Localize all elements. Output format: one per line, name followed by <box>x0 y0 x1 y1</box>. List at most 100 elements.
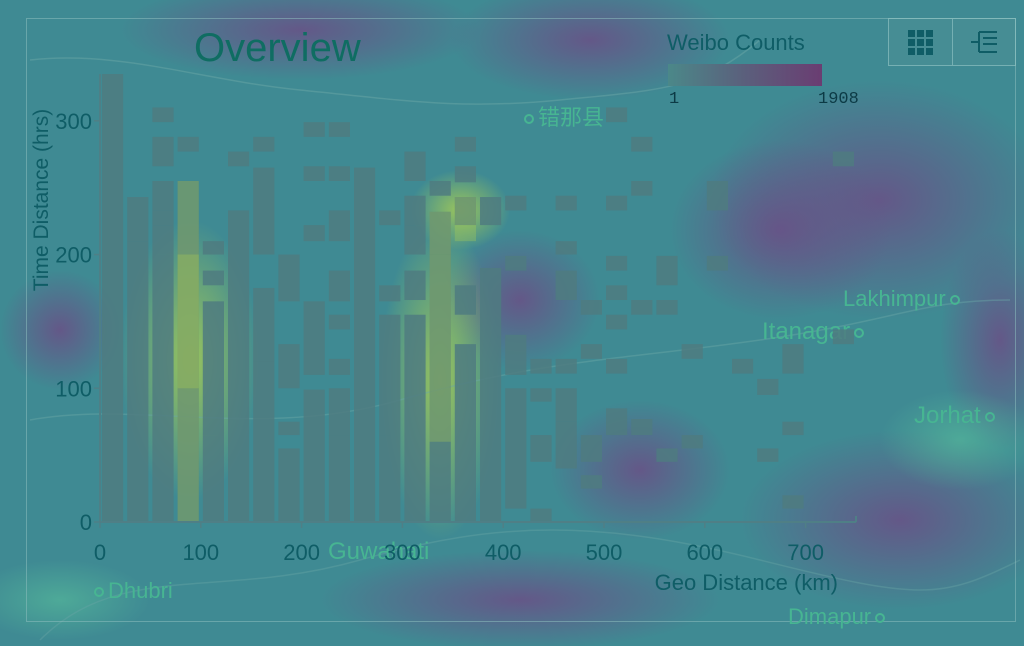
heatmap-cell[interactable] <box>656 255 678 286</box>
heatmap-cell[interactable] <box>706 255 728 271</box>
tree-view-button[interactable] <box>951 19 1016 65</box>
heatmap-cell[interactable] <box>454 166 476 183</box>
heatmap-cell[interactable] <box>782 421 804 436</box>
heatmap-cell[interactable] <box>152 225 174 255</box>
heatmap-cell[interactable] <box>228 151 250 167</box>
heatmap-cell[interactable] <box>782 495 804 509</box>
heatmap-cell[interactable] <box>303 301 325 375</box>
heatmap-cell[interactable] <box>177 180 199 522</box>
heatmap-cell[interactable] <box>606 285 628 301</box>
heatmap-cell[interactable] <box>454 344 476 522</box>
heatmap-cell[interactable] <box>606 314 628 330</box>
heatmap-cell[interactable] <box>328 388 350 436</box>
heatmap-cell[interactable] <box>656 300 678 315</box>
heatmap-cell[interactable] <box>505 195 527 211</box>
heatmap-cell[interactable] <box>379 210 401 226</box>
heatmap-cell[interactable] <box>631 419 653 436</box>
heatmap-cell[interactable] <box>202 435 224 522</box>
heatmap-cell[interactable] <box>555 195 577 211</box>
heatmap-cell[interactable] <box>152 136 174 167</box>
heatmap-cell[interactable] <box>505 334 527 375</box>
heatmap-cell[interactable] <box>555 241 577 255</box>
heatmap-cell[interactable] <box>177 136 199 152</box>
heatmap-cell[interactable] <box>328 435 350 522</box>
heatmap-cell[interactable] <box>253 167 275 255</box>
heatmap-cell[interactable] <box>303 166 325 181</box>
heatmap-cell[interactable] <box>706 180 728 211</box>
heatmap-cell[interactable] <box>152 107 174 123</box>
heatmap-cell[interactable] <box>202 301 224 436</box>
heatmap-cell[interactable] <box>152 210 174 226</box>
heatmap-cell[interactable] <box>757 448 779 462</box>
heatmap-cell[interactable] <box>505 388 527 509</box>
heatmap-cell[interactable] <box>530 508 552 522</box>
grid-view-button[interactable] <box>889 19 952 65</box>
heatmap-cell[interactable] <box>606 408 628 436</box>
heatmap-cell[interactable] <box>555 358 577 374</box>
heatmap-cell[interactable] <box>681 435 703 449</box>
heatmap-cell[interactable] <box>530 388 552 402</box>
heatmap-cell[interactable] <box>580 475 602 489</box>
heatmap-cell[interactable] <box>782 344 804 374</box>
heatmap-cell[interactable] <box>631 136 653 152</box>
heatmap-cell[interactable] <box>303 122 325 137</box>
heatmap-cell[interactable] <box>127 241 149 522</box>
heatmap-cell[interactable] <box>606 255 628 271</box>
heatmap-cell[interactable] <box>328 166 350 181</box>
heatmap-cell[interactable] <box>404 225 426 255</box>
heatmap-cell[interactable] <box>328 122 350 137</box>
heatmap-cell[interactable] <box>555 421 577 469</box>
heatmap-cell[interactable] <box>303 225 325 242</box>
heatmap-cell[interactable] <box>454 197 476 226</box>
heatmap-cell[interactable] <box>530 358 552 374</box>
heatmap-cell[interactable] <box>454 136 476 152</box>
heatmap-cell[interactable] <box>278 254 300 302</box>
heatmap-cell[interactable] <box>278 344 300 389</box>
heatmap-cell[interactable] <box>555 388 577 422</box>
heatmap-cell[interactable] <box>530 435 552 462</box>
heatmap-cell[interactable] <box>454 285 476 315</box>
heatmap-cell[interactable] <box>404 270 426 301</box>
heatmap-cell[interactable] <box>253 361 275 522</box>
heatmap-cell[interactable] <box>404 195 426 226</box>
heatmap-cell[interactable] <box>404 314 426 522</box>
heatmap-cell[interactable] <box>631 300 653 315</box>
heatmap-cell[interactable] <box>505 255 527 271</box>
heatmap-cell[interactable] <box>328 358 350 375</box>
heatmap-cell[interactable] <box>631 180 653 196</box>
heatmap-cell[interactable] <box>152 254 174 523</box>
heatmap-cell[interactable] <box>480 197 502 226</box>
heatmap-cell[interactable] <box>152 180 174 211</box>
heatmap-cell[interactable] <box>303 389 325 522</box>
heatmap-cell[interactable] <box>555 270 577 301</box>
heatmap-cell[interactable] <box>480 267 502 522</box>
heatmap-cell[interactable] <box>253 136 275 152</box>
heatmap-cell[interactable] <box>278 448 300 522</box>
heatmap-cell[interactable] <box>379 435 401 522</box>
heatmap-cell[interactable] <box>580 435 602 462</box>
heatmap-cell[interactable] <box>606 107 628 123</box>
heatmap-cell[interactable] <box>328 210 350 242</box>
heatmap-cell[interactable] <box>732 358 754 374</box>
heatmap-cell[interactable] <box>832 329 854 345</box>
heatmap-cell[interactable] <box>253 287 275 362</box>
heatmap-cell[interactable] <box>580 300 602 315</box>
heatmap-cell[interactable] <box>580 344 602 359</box>
heatmap-cell[interactable] <box>228 210 250 522</box>
heatmap-cell[interactable] <box>379 285 401 302</box>
heatmap-cell[interactable] <box>429 180 451 196</box>
heatmap-cell[interactable] <box>354 167 376 522</box>
heatmap-cell[interactable] <box>429 211 451 522</box>
heatmap-cell[interactable] <box>102 74 124 522</box>
heatmap-cell[interactable] <box>757 378 779 395</box>
heatmap-cell[interactable] <box>328 270 350 302</box>
heatmap-cell[interactable] <box>328 314 350 330</box>
heatmap-cell[interactable] <box>127 197 149 242</box>
heatmap-cell[interactable] <box>404 151 426 181</box>
heatmap-cell[interactable] <box>202 270 224 286</box>
heatmap-cell[interactable] <box>656 448 678 462</box>
heatmap-cell[interactable] <box>202 241 224 255</box>
heatmap-cell[interactable] <box>606 195 628 211</box>
heatmap-cell[interactable] <box>606 358 628 374</box>
